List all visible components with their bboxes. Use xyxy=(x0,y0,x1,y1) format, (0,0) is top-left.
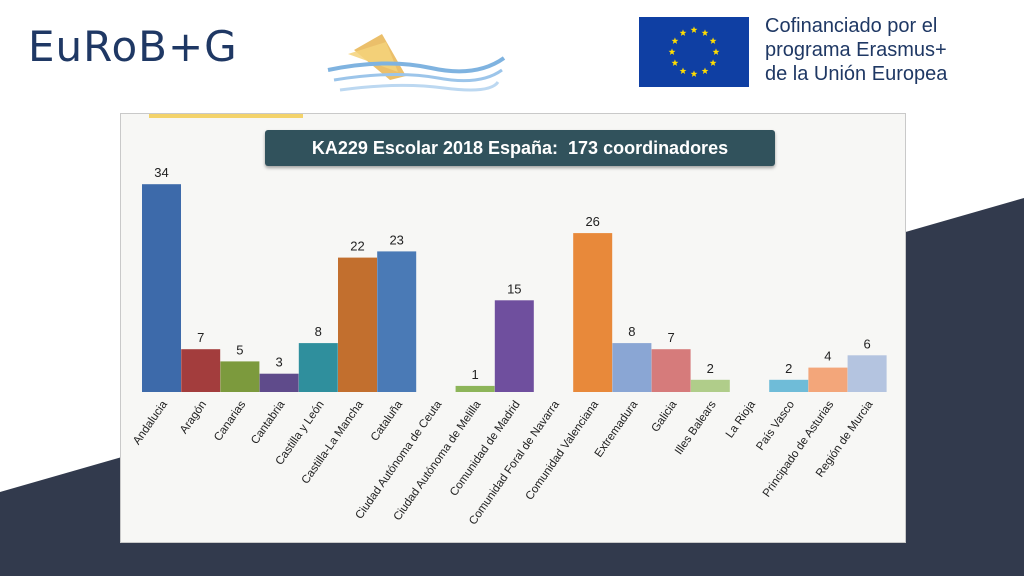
bar xyxy=(690,379,730,392)
category-label: Galicia xyxy=(650,398,680,434)
bar-value-label: 15 xyxy=(507,281,521,296)
chart-slide-image: 34 7 5 3 8 22 23 1 15 26 8 7 2 2 4 6 Andalucia Aragón Can… xyxy=(120,113,906,543)
bar xyxy=(377,251,417,392)
bar-value-label: 8 xyxy=(628,324,635,339)
eu-star-icon xyxy=(709,59,717,66)
eu-text-line-1: Cofinanciado por el xyxy=(765,15,938,37)
eu-star-icon xyxy=(668,48,676,55)
bar xyxy=(651,349,691,392)
bar xyxy=(259,373,299,392)
category-label: Extremadura xyxy=(593,398,641,459)
bar-value-label: 7 xyxy=(667,330,674,345)
bar-value-label: 34 xyxy=(154,165,168,180)
category-label: Andalucia xyxy=(131,398,170,447)
category-label: Canarias xyxy=(212,399,248,444)
bar-value-label: 23 xyxy=(389,232,403,247)
bar-value-label: 22 xyxy=(350,239,364,254)
category-label: Comunidad de Madrid xyxy=(448,399,523,499)
bar xyxy=(220,361,260,392)
bar-value-label: 8 xyxy=(315,324,322,339)
bar xyxy=(573,233,613,392)
bar-value-label: 6 xyxy=(863,336,870,351)
bar xyxy=(298,343,338,392)
category-label: La Rioja xyxy=(724,398,758,440)
category-label: Principado de Asturias xyxy=(761,399,837,500)
category-label: Cataluña xyxy=(369,398,406,443)
category-label: Cantabria xyxy=(249,398,288,446)
category-label: Aragón xyxy=(178,399,209,436)
bar xyxy=(769,379,809,392)
bar-value-label: 2 xyxy=(785,361,792,376)
bar-value-label: 4 xyxy=(824,349,831,364)
eu-cofunding-text: Cofinanciado por el programa Erasmus+ de… xyxy=(765,14,947,86)
bar xyxy=(455,385,495,392)
eu-star-icon xyxy=(671,59,679,66)
eu-star-icon xyxy=(701,29,709,36)
bar-value-label: 5 xyxy=(236,342,243,357)
eu-star-icon xyxy=(709,37,717,44)
bar xyxy=(808,367,848,392)
eu-text-line-2: programa Erasmus+ xyxy=(765,39,947,61)
bar-value-label: 7 xyxy=(197,330,204,345)
bar-value-label: 3 xyxy=(275,355,282,370)
eu-star-icon xyxy=(679,29,687,36)
category-label: Illes Balears xyxy=(673,399,719,457)
eu-star-icon xyxy=(671,37,679,44)
bar-value-label: 1 xyxy=(471,367,478,382)
bar xyxy=(338,257,377,392)
eu-star-icon xyxy=(690,26,698,33)
bar xyxy=(142,184,181,392)
eu-star-icon xyxy=(712,48,720,55)
category-label: País Vasco xyxy=(754,399,797,453)
category-label: Comunidad Valenciana xyxy=(524,398,602,502)
eu-text-line-3: de la Unión Europea xyxy=(765,63,948,85)
slide-accent-bar xyxy=(149,114,303,118)
bar-value-label: 2 xyxy=(707,361,714,376)
eu-star-icon xyxy=(701,67,709,74)
bar-value-label: 26 xyxy=(585,214,599,229)
eurob-wave-logo xyxy=(327,34,506,92)
brand-logo-text: EuRoB+G xyxy=(28,22,238,71)
chart-title: KA229 Escolar 2018 España: 173 coordinad… xyxy=(265,130,775,166)
bar xyxy=(494,300,534,392)
eu-star-icon xyxy=(690,70,698,77)
eu-flag-icon xyxy=(639,17,749,87)
eu-star-icon xyxy=(679,67,687,74)
bar xyxy=(181,349,221,392)
bar xyxy=(847,355,887,392)
bar xyxy=(612,343,652,392)
